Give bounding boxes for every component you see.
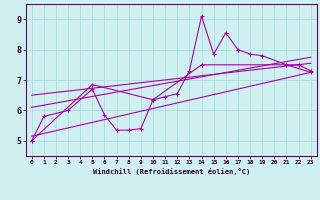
- X-axis label: Windchill (Refroidissement éolien,°C): Windchill (Refroidissement éolien,°C): [92, 168, 250, 175]
